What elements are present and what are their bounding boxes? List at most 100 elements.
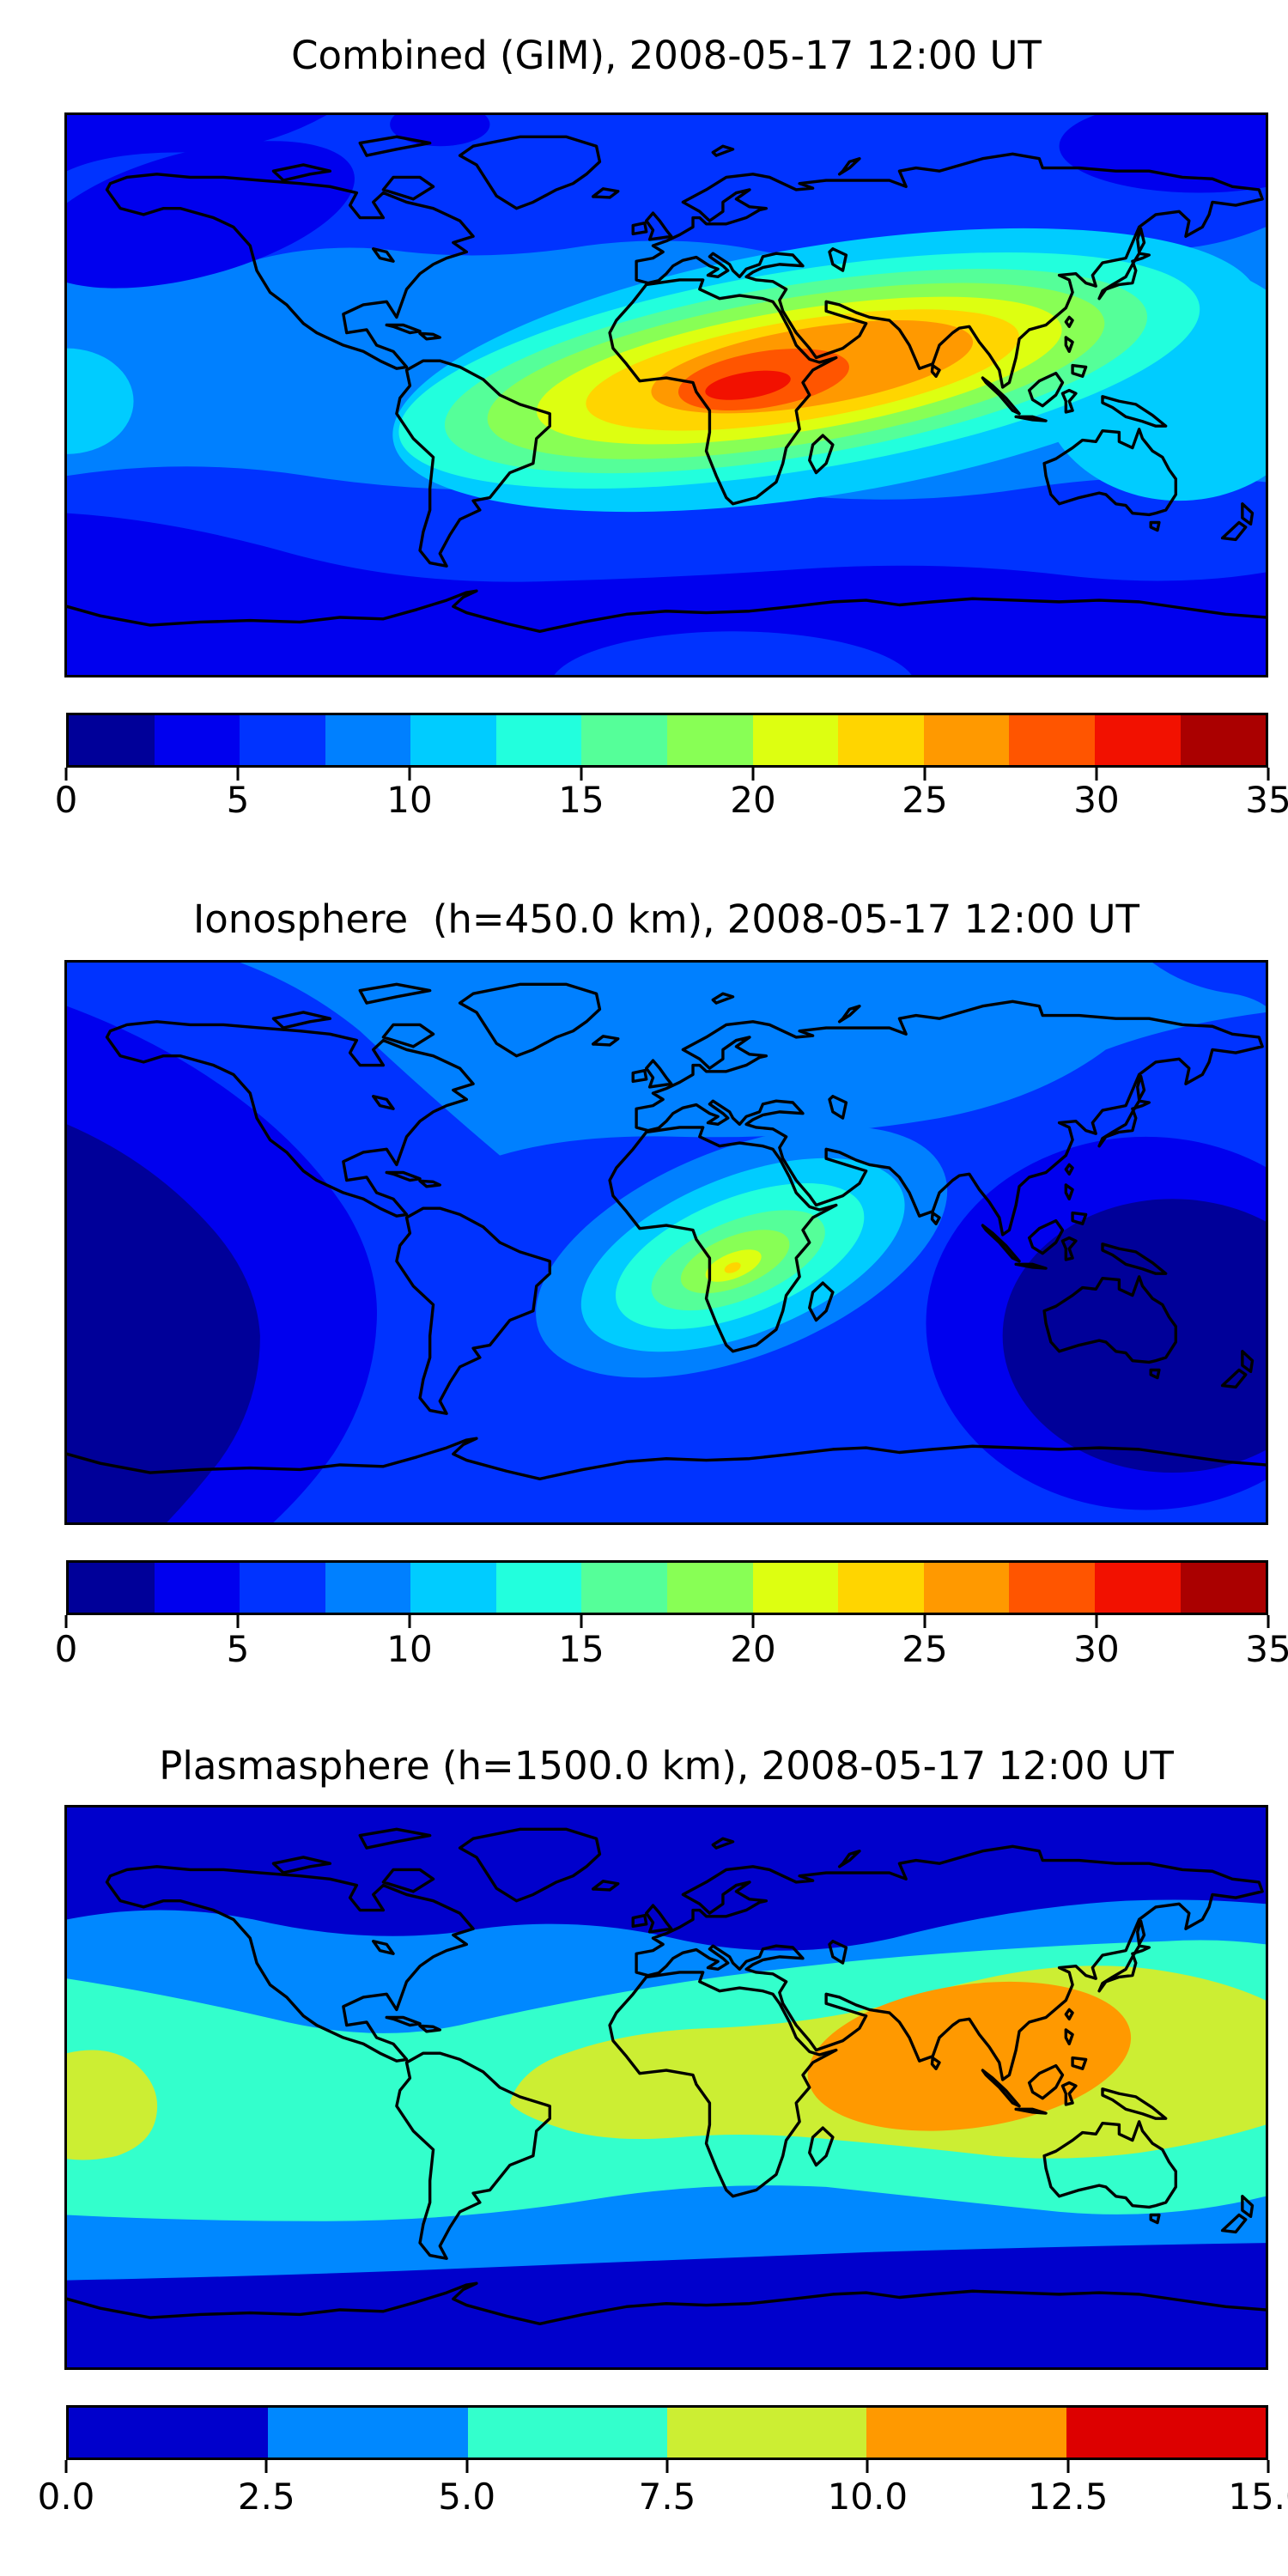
panel3-colorbar: [66, 2405, 1268, 2460]
colorbar-tick-mark: [64, 2460, 68, 2473]
colorbar-tick-label: 10.0: [827, 2476, 908, 2518]
panel3-contour-plot: [67, 1807, 1266, 2367]
colorbar-segment-5: [1066, 2408, 1266, 2458]
colorbar-segment-13: [1180, 715, 1267, 765]
colorbar-tick-mark: [1267, 2460, 1270, 2473]
colorbar-tick-label: 0: [54, 779, 78, 821]
colorbar-tick-label: 25: [902, 779, 948, 821]
colorbar-segment-8: [752, 1563, 839, 1613]
panel2-contour-plot: [67, 963, 1266, 1522]
colorbar-tick-mark: [1066, 2460, 1070, 2473]
colorbar-segment-8: [752, 715, 839, 765]
colorbar-tick-mark: [923, 1615, 927, 1628]
colorbar-tick-label: 35: [1245, 1628, 1288, 1670]
colorbar-segment-6: [581, 1563, 668, 1613]
colorbar-tick-mark: [64, 768, 68, 781]
colorbar-tick-label: 5.0: [438, 2476, 496, 2518]
colorbar-segment-7: [667, 715, 753, 765]
coastlines-overlay: [67, 984, 1266, 1479]
contour-fill-levels: [67, 1807, 1266, 2367]
colorbar-tick-mark: [236, 768, 240, 781]
panel2-title: Ionosphere (h=450.0 km), 2008-05-17 12:0…: [192, 896, 1140, 942]
contour-fill-levels: [67, 115, 1266, 675]
panel1-hotspot-rings: [398, 252, 1200, 489]
coastlines-path: [67, 137, 1266, 631]
panel3-map-plasmasphere: [64, 1805, 1268, 2370]
colorbar-segment-9: [838, 1563, 924, 1613]
colorbar-segment-7: [667, 1563, 753, 1613]
colorbar-segment-4: [410, 1563, 496, 1613]
colorbar-tick-label: 15.0: [1228, 2476, 1288, 2518]
panel1-colorbar-ticks: [64, 768, 1270, 781]
contour-fill-levels: [67, 963, 1266, 1522]
colorbar-tick-mark: [1095, 1615, 1098, 1628]
colorbar-tick-label: 35: [1245, 779, 1288, 821]
coastlines-path: [67, 1829, 1266, 2324]
colorbar-segment-10: [923, 715, 1010, 765]
colorbar-segment-1: [154, 1563, 240, 1613]
colorbar-tick-label: 5: [226, 779, 250, 821]
colorbar-tick-label: 25: [902, 1628, 948, 1670]
colorbar-tick-label: 20: [730, 1628, 776, 1670]
colorbar-segment-1: [268, 2408, 468, 2458]
colorbar-tick-mark: [465, 2460, 469, 2473]
colorbar-tick-mark: [408, 1615, 411, 1628]
panel2-colorbar: [66, 1560, 1268, 1615]
colorbar-segment-2: [240, 1563, 325, 1613]
colorbar-segment-2: [467, 2408, 667, 2458]
colorbar-tick-label: 10: [386, 1628, 433, 1670]
colorbar-segment-5: [495, 715, 582, 765]
colorbar-segment-0: [69, 2408, 269, 2458]
colorbar-segment-13: [1180, 1563, 1267, 1613]
panel1-title: Combined (GIM), 2008-05-17 12:00 UT: [291, 33, 1042, 78]
panel3-title: Plasmasphere (h=1500.0 km), 2008-05-17 1…: [159, 1743, 1174, 1789]
colorbar-tick-label: 2.5: [237, 2476, 295, 2518]
colorbar-tick-label: 30: [1073, 779, 1120, 821]
panel2-hotspot-rings: [536, 1126, 948, 1378]
colorbar-tick-label: 7.5: [638, 2476, 696, 2518]
colorbar-tick-label: 5: [226, 1628, 250, 1670]
colorbar-segment-0: [69, 1563, 155, 1613]
colorbar-tick-mark: [236, 1615, 240, 1628]
colorbar-tick-mark: [923, 768, 927, 781]
panel2-colorbar-tick-labels: 0 5 10 15 20 25 30 35: [55, 1628, 1288, 1677]
colorbar-tick-label: 0: [54, 1628, 78, 1670]
panel3-colorbar-ticks: [64, 2460, 1270, 2474]
colorbar-segment-12: [1094, 1563, 1181, 1613]
colorbar-tick-mark: [580, 768, 583, 781]
panel1-map-combined-gim: [64, 112, 1268, 677]
coastlines-overlay: [67, 1829, 1266, 2324]
colorbar-segment-4: [410, 715, 496, 765]
colorbar-tick-label: 12.5: [1027, 2476, 1109, 2518]
colorbar-segment-5: [495, 1563, 582, 1613]
colorbar-segment-3: [325, 1563, 411, 1613]
colorbar-tick-mark: [1267, 1615, 1270, 1628]
colorbar-segment-12: [1094, 715, 1181, 765]
colorbar-segment-11: [1009, 1563, 1095, 1613]
colorbar-segment-9: [838, 715, 924, 765]
colorbar-segment-2: [240, 715, 325, 765]
colorbar-segment-10: [923, 1563, 1010, 1613]
colorbar-tick-mark: [751, 1615, 755, 1628]
colorbar-tick-label: 0.0: [37, 2476, 95, 2518]
colorbar-tick-mark: [64, 1615, 68, 1628]
panel2-map-ionosphere: [64, 960, 1268, 1525]
colorbar-tick-mark: [1267, 768, 1270, 781]
colorbar-tick-mark: [264, 2460, 268, 2473]
colorbar-tick-label: 10: [386, 779, 433, 821]
colorbar-segment-4: [866, 2408, 1066, 2458]
colorbar-tick-mark: [1095, 768, 1098, 781]
panel2-colorbar-ticks: [64, 1615, 1270, 1629]
colorbar-segment-3: [325, 715, 411, 765]
colorbar-segment-0: [69, 715, 155, 765]
colorbar-tick-mark: [866, 2460, 869, 2473]
colorbar-tick-label: 15: [558, 779, 605, 821]
colorbar-segment-6: [581, 715, 668, 765]
panel1-colorbar-tick-labels: 0 5 10 15 20 25 30 35: [55, 779, 1288, 828]
colorbar-segment-11: [1009, 715, 1095, 765]
colorbar-tick-mark: [665, 2460, 669, 2473]
colorbar-tick-label: 30: [1073, 1628, 1120, 1670]
panel1-contour-plot: [67, 115, 1266, 675]
colorbar-tick-mark: [751, 768, 755, 781]
colorbar-segment-3: [666, 2408, 867, 2458]
